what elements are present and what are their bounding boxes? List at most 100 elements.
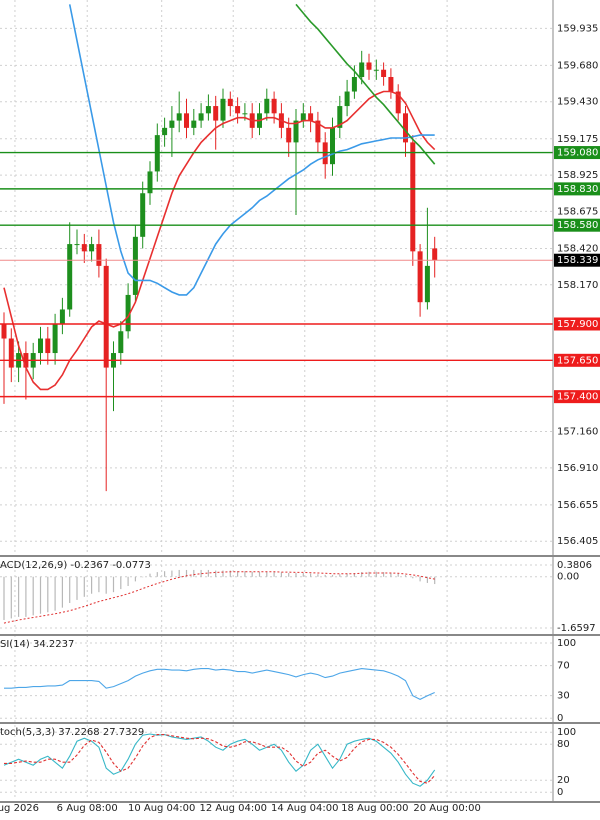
- indicator-line: [295, 3, 436, 165]
- macd-bar: [200, 569, 202, 577]
- macd-bar: [171, 570, 173, 577]
- candle-body: [184, 113, 189, 128]
- y-tick-label: 159.175: [557, 134, 598, 145]
- level-label-box: [554, 146, 600, 160]
- indicator-line: [3, 733, 436, 787]
- indicator-line: [4, 668, 435, 701]
- macd-bar: [258, 571, 261, 577]
- x-tick-label: 18 Aug 00:00: [341, 803, 408, 814]
- candle-body: [293, 120, 299, 143]
- panel-title: SI(14) 34.2237: [0, 639, 74, 650]
- macd-bar: [215, 570, 217, 577]
- candle-body: [169, 120, 175, 128]
- level-label: 158.830: [557, 184, 598, 195]
- candle-body: [45, 338, 51, 354]
- y-tick-label: 0: [557, 713, 563, 724]
- candle-body: [337, 106, 343, 128]
- candle-body: [242, 113, 248, 115]
- macd-bar: [83, 576, 85, 597]
- macd-bar: [375, 571, 377, 577]
- candle-body: [147, 171, 153, 194]
- candle-body: [103, 265, 109, 368]
- candle-body: [176, 113, 182, 121]
- candle-body: [351, 77, 357, 92]
- signal-line: [3, 571, 435, 624]
- y-tick-label: 159.680: [557, 60, 598, 71]
- candle-body: [1, 323, 7, 339]
- candle-body: [286, 127, 292, 143]
- y-tick-label: 100: [557, 638, 576, 649]
- candle-body: [118, 331, 124, 354]
- candle-body: [162, 127, 168, 136]
- y-tick-label: 156.405: [557, 536, 598, 547]
- y-tick-label: 158.675: [557, 206, 598, 217]
- macd-bar: [237, 571, 239, 577]
- macd-bar: [222, 570, 224, 577]
- candle-body: [52, 323, 58, 354]
- y-tick-label: -1.6597: [557, 623, 596, 634]
- x-tick-label: 6 Aug 08:00: [57, 803, 118, 814]
- macd-bar: [39, 576, 42, 614]
- macd-bar: [25, 576, 27, 617]
- y-tick-label: 159.935: [557, 23, 598, 34]
- macd-bar: [397, 573, 399, 577]
- macd-bar: [229, 570, 231, 577]
- macd-bar: [295, 573, 297, 577]
- macd-bar: [404, 575, 407, 577]
- macd-bar: [412, 576, 414, 579]
- x-tick-label: 10 Aug 04:00: [128, 803, 195, 814]
- last-price-label: 158.339: [557, 255, 598, 266]
- x-tick-label: 20 Aug 00:00: [413, 803, 480, 814]
- candle-body: [154, 135, 160, 172]
- candle-body: [322, 142, 328, 165]
- macd-bar: [368, 571, 370, 577]
- level-label: 159.080: [557, 148, 598, 159]
- candle-body: [315, 120, 321, 143]
- candle-body: [424, 265, 430, 303]
- macd-bar: [76, 576, 78, 600]
- macd-bar: [390, 572, 392, 577]
- y-tick-label: 158.170: [557, 280, 598, 291]
- x-tick-label: Aug 2026: [0, 803, 39, 814]
- macd-bar: [120, 576, 122, 590]
- macd-bar: [383, 572, 385, 577]
- macd-bar: [419, 576, 421, 582]
- y-tick-label: 0.3806: [557, 560, 592, 571]
- candle-body: [96, 244, 102, 266]
- candle-body: [59, 309, 65, 324]
- y-tick-label: 30: [557, 691, 570, 702]
- y-tick-label: 0.00: [557, 572, 579, 583]
- level-label-box: [554, 390, 600, 404]
- last-price-box: [554, 253, 600, 267]
- candle-body: [89, 244, 95, 252]
- level-label-box: [554, 218, 600, 232]
- macd-bar: [32, 576, 34, 616]
- macd-bar: [324, 574, 326, 577]
- candle-body: [191, 120, 197, 128]
- candle-body: [74, 244, 80, 246]
- y-tick-label: 0: [557, 787, 563, 798]
- candle-body: [125, 294, 131, 332]
- candle-body: [403, 113, 408, 143]
- indicator-line: [3, 90, 436, 391]
- macd-bar: [244, 571, 246, 577]
- macd-bar: [353, 573, 355, 577]
- candle-body: [300, 113, 306, 121]
- candle-body: [271, 98, 277, 114]
- level-label: 157.400: [557, 392, 598, 403]
- candle-body: [417, 251, 423, 303]
- level-label: 157.650: [557, 355, 598, 366]
- macd-bar: [105, 576, 107, 594]
- indicator-line: [4, 734, 436, 784]
- level-label-box: [554, 182, 600, 196]
- macd-bar: [280, 572, 282, 577]
- candle-body: [373, 69, 379, 71]
- macd-bar: [3, 576, 5, 620]
- y-tick-label: 158.925: [557, 170, 598, 181]
- y-tick-label: 159.430: [557, 97, 598, 108]
- candle-body: [67, 244, 73, 310]
- candle-body: [395, 91, 401, 114]
- y-tick-label: 156.910: [557, 463, 598, 474]
